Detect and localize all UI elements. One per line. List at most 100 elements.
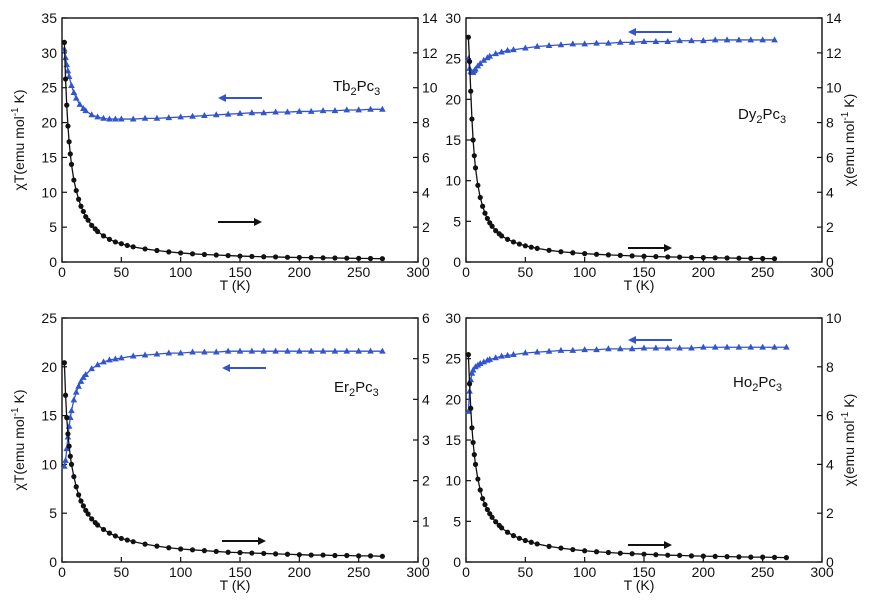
data-point-triangle — [486, 355, 494, 362]
series-line-triangle — [467, 39, 775, 74]
data-point-triangle — [189, 348, 196, 355]
data-point-circle — [688, 553, 695, 559]
data-point-circle — [332, 552, 338, 559]
data-point-circle — [62, 392, 69, 398]
formula-part: Pc — [758, 374, 776, 391]
data-point-circle — [118, 535, 124, 542]
data-point-circle — [489, 223, 495, 229]
data-point-triangle — [201, 112, 208, 118]
y-right-tick-label: 0 — [826, 254, 834, 270]
data-point-triangle — [711, 343, 719, 350]
data-point-triangle — [472, 65, 479, 72]
formula-part: Ho — [733, 374, 752, 391]
y-axis-label-right: χ(emu mol-1 K) — [840, 94, 857, 187]
data-point-triangle — [201, 348, 208, 355]
data-point-circle — [570, 546, 576, 553]
data-point-circle — [712, 553, 718, 559]
data-point-circle — [593, 549, 600, 555]
chart-panel-dy: 0 50 100 150 200 250 3000510152025300246810121… — [445, 10, 857, 293]
data-point-triangle — [72, 94, 80, 101]
data-point-circle — [61, 360, 67, 366]
x-tick-label: 250 — [347, 264, 371, 280]
data-point-circle — [367, 553, 374, 559]
plot-frame — [465, 17, 823, 263]
data-point-circle — [118, 241, 124, 247]
data-point-triangle — [533, 348, 541, 355]
data-point-circle — [76, 492, 82, 498]
data-point-circle — [213, 548, 219, 555]
x-axis-label: T (K) — [220, 577, 251, 593]
data-point-circle — [546, 247, 552, 253]
label-superscript: -1 — [840, 411, 851, 420]
data-point-circle — [493, 519, 499, 525]
data-point-circle — [112, 533, 118, 539]
x-tick-label: 150 — [632, 564, 656, 580]
data-point-circle — [700, 255, 706, 261]
y-right-tick-label: 4 — [826, 456, 834, 472]
data-point-triangle — [165, 349, 173, 356]
data-point-circle — [106, 530, 113, 536]
data-point-circle — [471, 153, 477, 159]
data-point-triangle — [468, 369, 476, 376]
y-left-tick-label: 0 — [453, 554, 461, 570]
data-point-circle — [677, 254, 683, 260]
data-point-circle — [296, 254, 302, 261]
data-point-circle — [68, 461, 75, 467]
data-point-circle — [482, 502, 488, 508]
formula-part: Pc — [355, 379, 373, 396]
data-point-circle — [80, 503, 86, 509]
data-point-triangle — [343, 347, 351, 354]
data-point-circle — [470, 439, 476, 446]
data-point-circle — [100, 233, 107, 239]
y-axis-label-right: χ(emu mol-1 K) — [840, 394, 857, 487]
y-left-tick-label: 0 — [49, 554, 57, 570]
data-point-triangle — [700, 343, 707, 350]
data-point-circle — [522, 243, 528, 249]
compound-label: Er2Pc3 — [334, 379, 379, 399]
data-point-circle — [64, 415, 70, 421]
data-point-triangle — [68, 407, 75, 414]
data-point-triangle — [664, 344, 672, 351]
data-point-triangle — [141, 351, 149, 358]
compound-label: Ho2Pc3 — [733, 374, 782, 394]
plot-frame — [465, 317, 823, 563]
data-point-circle — [124, 537, 130, 543]
data-point-circle — [76, 196, 82, 202]
compound-label: Dy2Pc3 — [738, 106, 786, 126]
data-point-circle — [344, 255, 350, 261]
axis-arrow-left-head — [222, 364, 230, 372]
series-line-circle — [63, 42, 383, 260]
data-point-circle — [261, 550, 267, 557]
data-point-triangle — [476, 359, 484, 366]
data-point-triangle — [498, 352, 505, 359]
data-point-circle — [528, 244, 534, 250]
data-point-circle — [484, 506, 490, 513]
data-point-circle — [771, 554, 778, 560]
y-right-tick-label: 5 — [422, 351, 430, 367]
x-tick-label: 0 — [462, 264, 470, 280]
data-point-triangle — [480, 358, 488, 365]
data-point-triangle — [331, 347, 339, 354]
data-point-circle — [771, 256, 778, 262]
data-point-triangle — [296, 347, 303, 354]
x-tick-label: 250 — [347, 564, 371, 580]
data-point-triangle — [569, 40, 577, 47]
data-point-triangle — [504, 351, 511, 358]
data-point-circle — [320, 255, 326, 261]
data-point-circle — [605, 549, 612, 556]
data-point-triangle — [189, 112, 196, 119]
data-point-circle — [142, 246, 148, 252]
y-left-tick-label: 0 — [453, 254, 461, 270]
label-text: χ(emu mol — [841, 121, 857, 187]
data-point-circle — [504, 529, 511, 535]
data-point-circle — [760, 554, 766, 560]
data-point-triangle — [522, 44, 529, 51]
data-point-circle — [653, 552, 659, 558]
y-left-tick-label: 25 — [445, 51, 461, 67]
data-point-circle — [367, 255, 374, 262]
data-point-circle — [78, 498, 84, 504]
series-line-circle — [467, 37, 775, 260]
data-point-circle — [62, 76, 69, 82]
data-point-triangle — [88, 111, 95, 118]
